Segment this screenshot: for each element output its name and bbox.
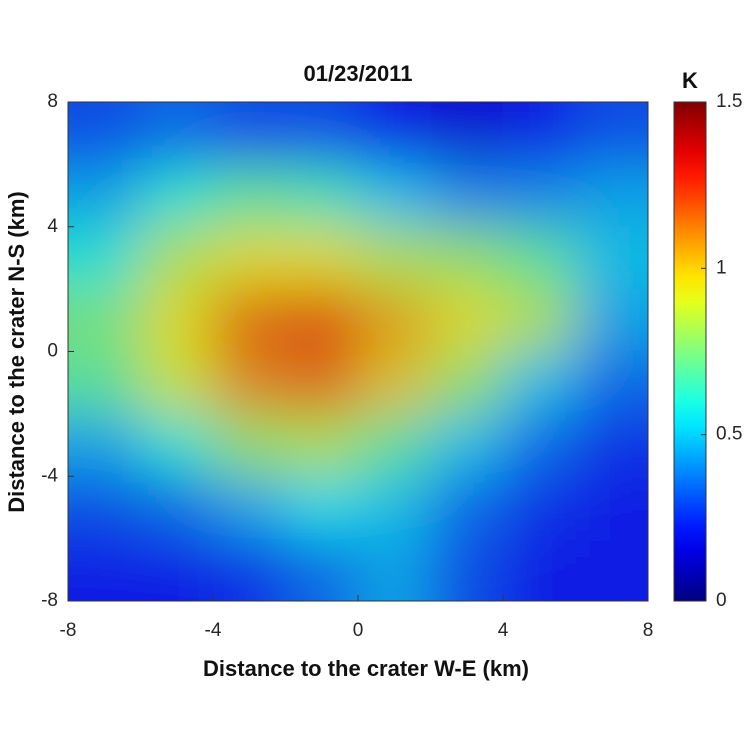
heat-cell — [575, 538, 648, 601]
heat-cell — [430, 476, 504, 540]
chart-title: 01/23/2011 — [304, 61, 413, 86]
y-tick-label: 4 — [47, 216, 58, 237]
heat-cell — [213, 413, 287, 478]
heat-cell — [503, 102, 577, 166]
heat-cell — [575, 351, 648, 415]
heat-cell — [358, 476, 432, 540]
heat-cell — [285, 538, 359, 601]
heat-cell — [68, 351, 142, 415]
heat-cell — [503, 226, 577, 291]
heat-cell — [358, 289, 432, 353]
heat-cell — [575, 102, 648, 166]
heat-cell — [503, 538, 577, 601]
x-axis-label: Distance to the crater W-E (km) — [203, 656, 529, 681]
heat-cell — [68, 413, 142, 478]
heat-cell — [430, 289, 504, 353]
heat-cell — [358, 413, 432, 478]
heat-cell — [503, 289, 577, 353]
heat-cell — [213, 164, 287, 228]
y-tick-label: 0 — [47, 341, 58, 362]
heat-cell — [430, 413, 504, 478]
y-tick-label: 8 — [47, 91, 58, 112]
colorbar-tick-label: 1.5 — [716, 91, 742, 112]
x-tick-label: 4 — [498, 620, 509, 641]
heat-cell — [285, 226, 359, 291]
heat-cell — [358, 351, 432, 415]
colorbar-label: K — [682, 68, 698, 93]
heat-cell — [285, 413, 359, 478]
heat-cell — [140, 351, 214, 415]
heat-cell — [285, 476, 359, 540]
heat-cell — [430, 102, 504, 166]
x-tick-label: 8 — [643, 620, 654, 641]
heat-cell — [140, 164, 214, 228]
colorbar — [673, 101, 707, 602]
heat-cell — [503, 164, 577, 228]
heat-cell — [503, 476, 577, 540]
heat-cell — [430, 164, 504, 228]
heat-cell — [430, 351, 504, 415]
colorbar-tick-label: 1 — [716, 257, 727, 278]
heat-cell — [140, 102, 214, 166]
x-tick-label: -4 — [205, 620, 222, 641]
y-axis-label: Distance to the crater N-S (km) — [4, 191, 29, 513]
heat-cell — [358, 538, 432, 601]
heat-cell — [575, 164, 648, 228]
x-tick-label: 0 — [353, 620, 364, 641]
heat-cell — [285, 102, 359, 166]
heat-cell — [68, 164, 142, 228]
heat-cell — [575, 226, 648, 291]
heat-cell — [358, 164, 432, 228]
heat-cell — [358, 102, 432, 166]
heat-cell — [213, 289, 287, 353]
heat-cell — [68, 476, 142, 540]
heat-cell — [68, 226, 142, 291]
heat-cell — [213, 226, 287, 291]
heat-cell — [140, 226, 214, 291]
heat-cell — [430, 226, 504, 291]
colorbar-tick-label: 0.5 — [716, 424, 742, 445]
heat-cell — [285, 351, 359, 415]
heat-cell — [213, 102, 287, 166]
colorbar-tick-label: 0 — [716, 590, 727, 611]
heat-cell — [575, 413, 648, 478]
heat-cell — [213, 476, 287, 540]
heat-cell — [575, 476, 648, 540]
heat-cell — [140, 413, 214, 478]
x-tick-label: -8 — [60, 620, 77, 641]
y-tick-label: -8 — [41, 590, 58, 611]
heat-cell — [68, 102, 142, 166]
heat-cell — [213, 351, 287, 415]
heat-cell — [213, 538, 287, 601]
heat-cell — [140, 289, 214, 353]
heatmap — [68, 102, 648, 601]
heat-cell — [140, 538, 214, 601]
heat-cell — [358, 226, 432, 291]
heat-cell — [140, 476, 214, 540]
heat-cell — [575, 289, 648, 353]
heat-cell — [503, 351, 577, 415]
heat-cell — [68, 289, 142, 353]
heat-cell — [430, 538, 504, 601]
heat-cell — [68, 538, 142, 601]
y-tick-label: -4 — [41, 465, 58, 486]
heat-cell — [285, 164, 359, 228]
heat-cell — [503, 413, 577, 478]
heat-cell — [285, 289, 359, 353]
